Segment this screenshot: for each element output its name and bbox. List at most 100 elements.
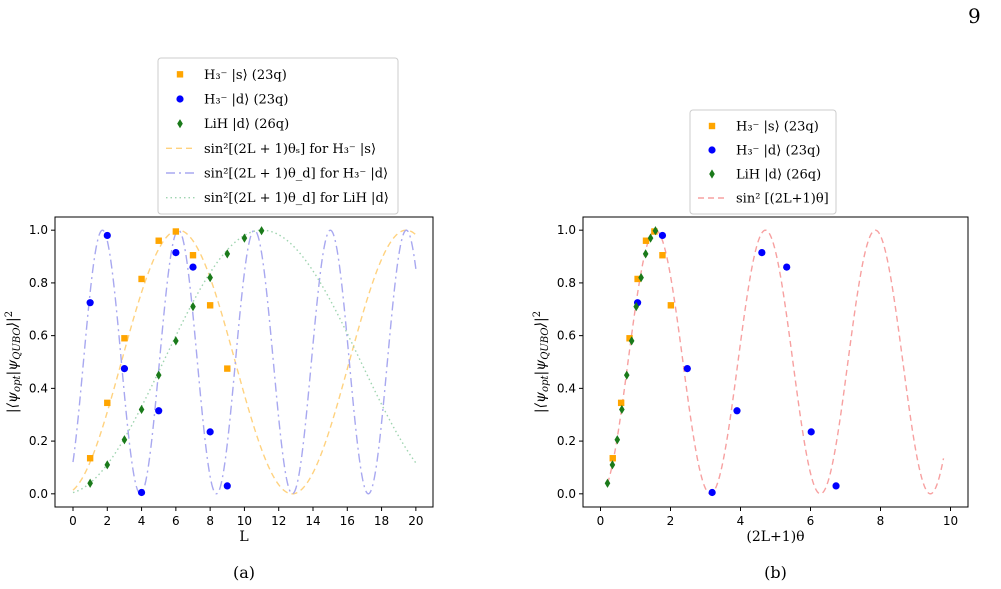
chart-panel-a: 0 2 4 6 8 10 12 14 16 18 20 0.0 0.2 0.4 0.6 0.8 1.0 L |⟨ψo…	[4, 57, 434, 582]
series-lih_d	[604, 226, 659, 488]
legend-marker-lih_d	[177, 119, 183, 129]
y-tick-label: 0.0	[29, 487, 48, 501]
x-tick-label: 14	[305, 514, 320, 528]
data-point-h3_s	[667, 302, 675, 309]
x-axis-label: L	[239, 529, 248, 545]
data-point-lih_d	[104, 460, 111, 470]
x-tick-label: 12	[271, 514, 286, 528]
data-point-lih_d	[241, 233, 248, 243]
data-point-h3_d	[683, 364, 691, 373]
data-point-lih_d	[604, 478, 611, 488]
data-point-lih_d	[638, 273, 644, 283]
x-tick-label: 18	[374, 514, 389, 528]
y-tick-label: 0.0	[557, 487, 576, 501]
legend-entry: LiH |d⟩ (26q)	[177, 117, 289, 132]
legend: H₃⁻ |s⟩ (23q) H₃⁻ |d⟩ (23q) LiH |d⟩ (26q) s…	[157, 57, 399, 215]
legend-label: sin²[(2L + 1)θ_d] for H₃⁻ |d⟩	[204, 167, 388, 182]
y-tick-label: 0.6	[557, 329, 576, 343]
data-point-h3_s	[172, 228, 180, 235]
data-point-h3_s	[642, 237, 650, 244]
x-tick-label: 10	[943, 514, 958, 528]
legend-marker-h3_s	[708, 122, 716, 130]
series-h3_s	[609, 228, 675, 462]
data-point-h3_d	[155, 407, 163, 415]
data-point-h3_d	[807, 428, 815, 436]
data-point-h3_s	[634, 275, 641, 283]
data-point-h3_s	[206, 302, 214, 309]
data-point-lih_d	[628, 336, 635, 346]
data-point-h3_d	[172, 248, 180, 257]
data-point-h3_d	[223, 482, 231, 490]
y-tick-label: 0.8	[557, 276, 576, 290]
y-tick-label: 0.8	[29, 276, 48, 290]
x-tick-label: 8	[877, 514, 885, 528]
data-point-lih_d	[190, 302, 196, 312]
x-tick-label: 4	[138, 514, 146, 528]
fit-curve-fit_a_d	[72, 229, 417, 495]
legend-label: sin²[(2L + 1)θ_d] for LiH |d⟩	[204, 191, 389, 206]
data-point-lih_d	[619, 404, 625, 415]
data-point-lih_d	[623, 370, 630, 380]
data-point-lih_d	[173, 336, 179, 346]
data-point-lih_d	[87, 478, 93, 488]
data-point-h3_s	[121, 335, 128, 342]
y-tick-label: 1.0	[557, 223, 576, 237]
data-point-lih_d	[258, 226, 265, 236]
data-point-h3_d	[708, 488, 716, 497]
data-point-h3_d	[137, 488, 146, 497]
y-tick-label: 0.6	[29, 329, 48, 343]
data-point-h3_d	[733, 407, 741, 415]
x-tick-label: 2	[667, 514, 675, 528]
data-point-h3_d	[832, 482, 840, 490]
x-tick-label: 4	[737, 514, 745, 528]
data-point-lih_d	[633, 302, 639, 312]
x-tick-label: 0	[69, 514, 77, 528]
y-tick-label: 0.4	[29, 381, 48, 395]
legend-marker-h3_d	[708, 146, 716, 154]
data-point-h3_s	[659, 252, 666, 259]
panel-caption: (b)	[764, 563, 787, 582]
legend-label: LiH |d⟩ (26q)	[736, 168, 821, 183]
plot-frame	[582, 216, 969, 508]
data-point-lih_d	[207, 273, 213, 283]
data-point-lih_d	[155, 370, 162, 380]
y-axis-label: |⟨ψopt|ψQUBO⟩|2	[532, 311, 551, 413]
legend-label: sin²[(2L + 1)θₛ] for H₃⁻ |s⟩	[204, 142, 376, 157]
x-tick-label: 10	[237, 514, 252, 528]
data-point-h3_d	[103, 231, 111, 240]
data-point-h3_d	[189, 263, 197, 271]
legend-label: sin² [(2L+1)θ]	[736, 192, 829, 207]
data-point-lih_d	[609, 460, 616, 470]
legend-entry: LiH |d⟩ (26q)	[709, 168, 821, 183]
legend-label: H₃⁻ |d⟩ (23q)	[736, 144, 820, 159]
data-point-h3_d	[120, 364, 129, 373]
data-point-h3_d	[206, 428, 214, 436]
y-tick-label: 1.0	[29, 223, 48, 237]
legend-label: H₃⁻ |s⟩ (23q)	[736, 120, 819, 135]
series-h3_d	[634, 231, 840, 497]
series-lih_d	[87, 226, 265, 488]
y-tick-label: 0.2	[557, 434, 576, 448]
legend-entry: H₃⁻ |s⟩ (23q)	[176, 68, 287, 83]
legend-entry: sin² [(2L+1)θ]	[698, 192, 829, 207]
legend-label: H₃⁻ |d⟩ (23q)	[204, 93, 288, 108]
fit-curve-fit_a_s	[72, 229, 417, 495]
panel-caption: (a)	[233, 563, 255, 582]
data-point-h3_d	[783, 263, 791, 271]
legend-entry: sin²[(2L + 1)θₛ] for H₃⁻ |s⟩	[166, 142, 376, 157]
legend-entry: H₃⁻ |d⟩ (23q)	[708, 144, 820, 159]
data-point-h3_d	[658, 231, 667, 240]
legend-label: LiH |d⟩ (26q)	[204, 117, 289, 132]
y-tick-label: 0.4	[557, 381, 576, 395]
data-point-h3_s	[189, 252, 197, 259]
x-tick-label: 6	[807, 514, 815, 528]
y-tick-label: 0.2	[29, 434, 48, 448]
data-point-lih_d	[224, 249, 231, 259]
legend: H₃⁻ |s⟩ (23q) H₃⁻ |d⟩ (23q) LiH |d⟩ (26q) s…	[689, 109, 837, 215]
legend-entry: sin²[(2L + 1)θ_d] for H₃⁻ |d⟩	[166, 167, 388, 182]
legend-marker-h3_d	[176, 95, 184, 103]
legend-marker-h3_s	[176, 71, 184, 78]
legend-box	[157, 57, 399, 215]
plot-frame	[54, 216, 434, 508]
data-point-h3_s	[155, 237, 162, 244]
